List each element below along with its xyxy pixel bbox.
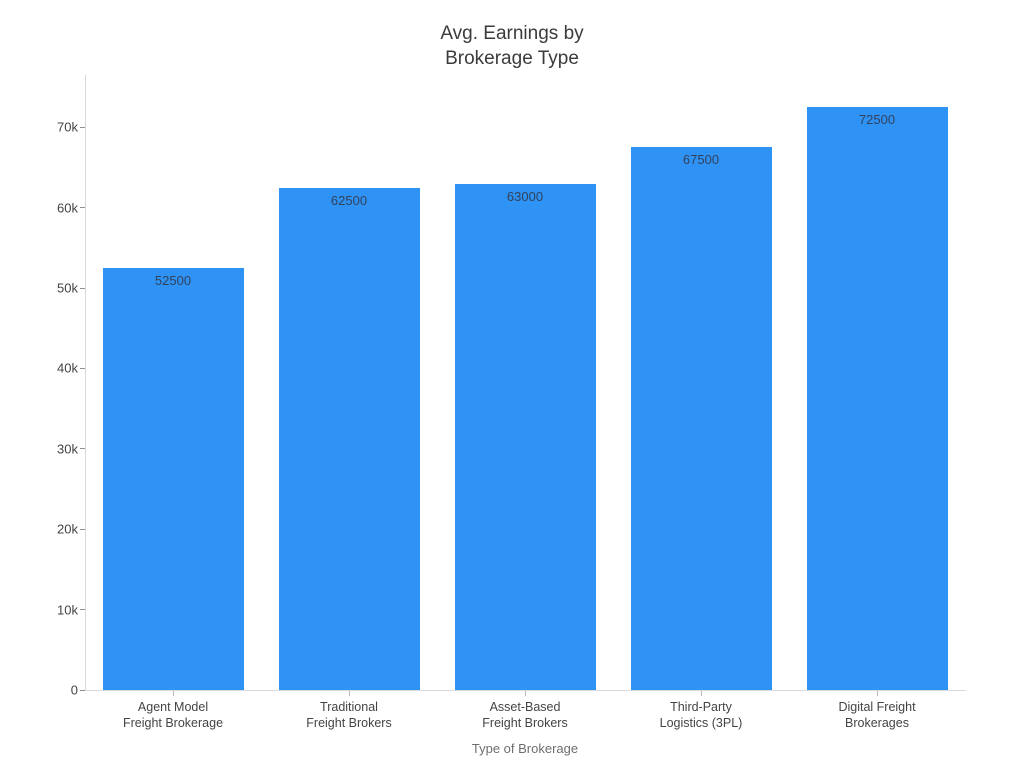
x-axis-line [85,690,966,691]
y-tick-mark [80,367,85,369]
x-tick-mark [877,691,878,696]
y-tick-mark [80,448,85,450]
y-tick-label: 0 [70,682,78,698]
bar-value-label: 63000 [506,188,544,204]
y-tick-mark [80,126,85,128]
y-tick-label: 40k [57,360,78,376]
y-tick-label: 60k [57,200,78,216]
y-tick-mark [80,287,85,289]
x-tick-label: Digital Freight Brokerages [838,700,916,730]
x-tick-label: Agent Model Freight Brokerage [122,700,224,730]
x-tick-mark [349,691,350,696]
bar [454,183,596,690]
y-tick-mark [80,609,85,611]
y-tick-label: 70k [57,119,78,135]
y-tick-mark [80,528,85,530]
bar-value-label: 67500 [682,152,720,168]
y-tick-label: 20k [57,521,78,537]
bar [102,267,244,690]
x-tick-label: Asset-Based Freight Brokers [482,700,568,730]
y-tick-label: 10k [57,602,78,618]
x-tick-label: Traditional Freight Brokers [306,700,392,730]
x-tick-label: Third-Party Logistics (3PL) [659,700,743,730]
bar [806,107,948,690]
y-tick-mark [80,689,85,691]
bar-value-label: 52500 [154,272,192,288]
bar-value-label: 72500 [858,112,896,128]
x-tick-mark [701,691,702,696]
bar [278,187,420,690]
x-axis-title: Type of Brokerage [471,741,579,756]
y-tick-label: 30k [57,441,78,457]
chart-title: Avg. Earnings by Brokerage Type [440,23,584,69]
bar-value-label: 62500 [330,192,368,208]
y-axis-line [85,75,86,690]
x-tick-mark [525,691,526,696]
y-tick-mark [80,207,85,209]
y-tick-label: 50k [57,280,78,296]
x-tick-mark [173,691,174,696]
bar [630,147,772,690]
